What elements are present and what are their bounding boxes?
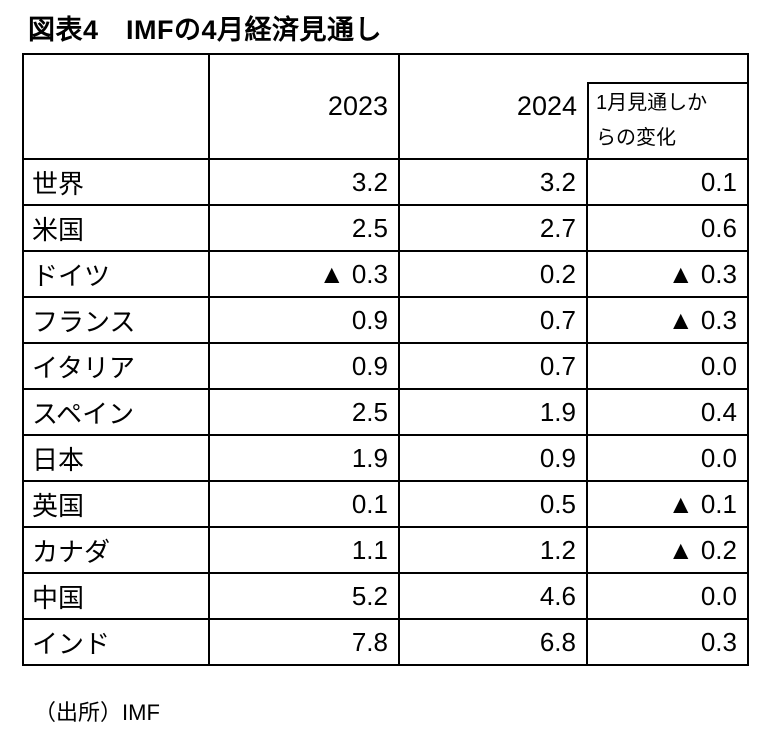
cell-2023: 0.9 xyxy=(208,342,400,390)
table-row-china: 中国 5.2 4.6 0.0 xyxy=(22,572,749,620)
cell-2024: 1.2 xyxy=(398,526,588,574)
header-year-2023: 2023 xyxy=(208,53,400,160)
cell-2024: 0.7 xyxy=(398,342,588,390)
cell-2024: 6.8 xyxy=(398,618,588,666)
cell-change: 0.0 xyxy=(586,342,749,390)
cell-2023: 5.2 xyxy=(208,572,400,620)
cell-change: ▲ 0.2 xyxy=(586,526,749,574)
cell-2024: 0.7 xyxy=(398,296,588,344)
row-label: カナダ xyxy=(22,526,210,574)
cell-2024: 0.9 xyxy=(398,434,588,482)
cell-2023: 7.8 xyxy=(208,618,400,666)
cell-2024: 4.6 xyxy=(398,572,588,620)
cell-2023: 1.9 xyxy=(208,434,400,482)
table-row-us: 米国 2.5 2.7 0.6 xyxy=(22,204,749,252)
cell-change: ▲ 0.3 xyxy=(586,296,749,344)
table-row-spain: スペイン 2.5 1.9 0.4 xyxy=(22,388,749,436)
table-row-italy: イタリア 0.9 0.7 0.0 xyxy=(22,342,749,390)
header-year-2024: 2024 xyxy=(398,53,587,160)
row-label: イタリア xyxy=(22,342,210,390)
cell-2023: 2.5 xyxy=(208,388,400,436)
table-row-world: 世界 3.2 3.2 0.1 xyxy=(22,158,749,206)
row-label: 世界 xyxy=(22,158,210,206)
cell-change: 0.1 xyxy=(586,158,749,206)
table-row-canada: カナダ 1.1 1.2 ▲ 0.2 xyxy=(22,526,749,574)
cell-change: 0.0 xyxy=(586,434,749,482)
table-row-france: フランス 0.9 0.7 ▲ 0.3 xyxy=(22,296,749,344)
cell-2024: 3.2 xyxy=(398,158,588,206)
forecast-table: 2023 2024 1月見通しか らの変化 世界 3.2 3.2 0.1 米国 … xyxy=(22,53,749,666)
row-label: 中国 xyxy=(22,572,210,620)
cell-change: 0.0 xyxy=(586,572,749,620)
cell-change: 0.3 xyxy=(586,618,749,666)
row-label: 日本 xyxy=(22,434,210,482)
header-blank-cell xyxy=(22,53,210,160)
cell-change: ▲ 0.1 xyxy=(586,480,749,528)
cell-change: 0.4 xyxy=(586,388,749,436)
table-row-japan: 日本 1.9 0.9 0.0 xyxy=(22,434,749,482)
header-change-cell: 1月見通しか らの変化 xyxy=(587,53,749,160)
cell-change: 0.6 xyxy=(586,204,749,252)
table-row-germany: ドイツ ▲ 0.3 0.2 ▲ 0.3 xyxy=(22,250,749,298)
table-row-india: インド 7.8 6.8 0.3 xyxy=(22,618,749,666)
cell-2024: 2.7 xyxy=(398,204,588,252)
cell-change: ▲ 0.3 xyxy=(586,250,749,298)
table-row-uk: 英国 0.1 0.5 ▲ 0.1 xyxy=(22,480,749,528)
cell-2023: 0.1 xyxy=(208,480,400,528)
cell-2023: ▲ 0.3 xyxy=(208,250,400,298)
cell-2024: 0.5 xyxy=(398,480,588,528)
source-note: （出所）IMF xyxy=(34,700,160,725)
cell-2023: 3.2 xyxy=(208,158,400,206)
row-label: フランス xyxy=(22,296,210,344)
row-label: インド xyxy=(22,618,210,666)
header-change-box: 1月見通しか らの変化 xyxy=(587,82,746,157)
cell-2024: 0.2 xyxy=(398,250,588,298)
row-label: 英国 xyxy=(22,480,210,528)
cell-2024: 1.9 xyxy=(398,388,588,436)
cell-2023: 1.1 xyxy=(208,526,400,574)
cell-2023: 0.9 xyxy=(208,296,400,344)
page-title: 図表4 IMFの4月経済見通し xyxy=(28,15,383,45)
header-row: 2023 2024 1月見通しか らの変化 xyxy=(22,53,749,160)
row-label: ドイツ xyxy=(22,250,210,298)
cell-2023: 2.5 xyxy=(208,204,400,252)
row-label: スペイン xyxy=(22,388,210,436)
row-label: 米国 xyxy=(22,204,210,252)
